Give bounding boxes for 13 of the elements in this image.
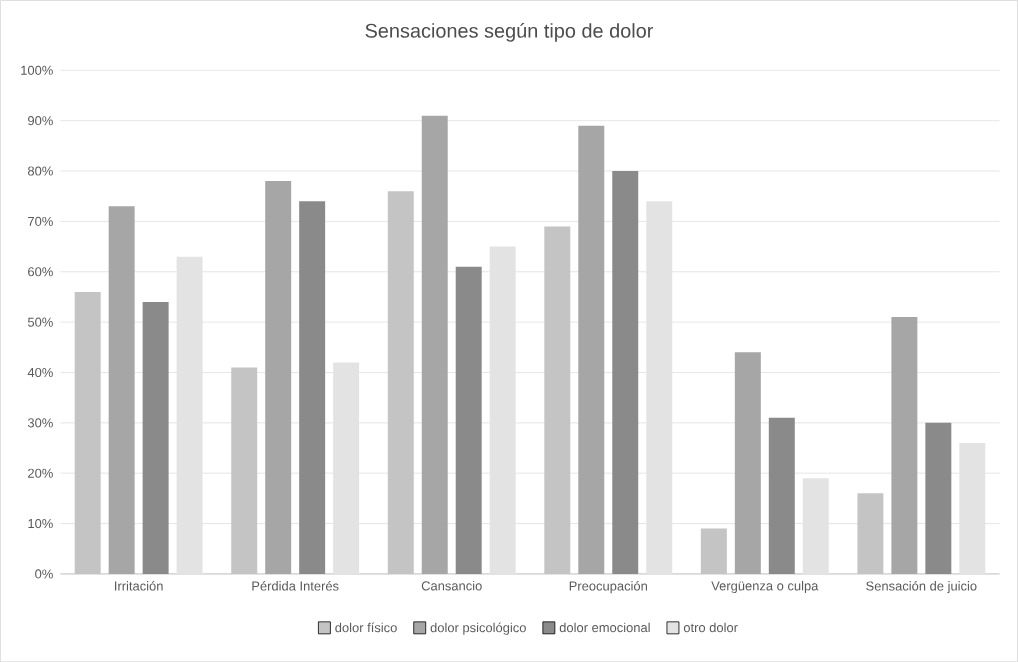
bar — [734, 352, 761, 574]
chart-title: Sensaciones según tipo de dolor — [365, 22, 654, 42]
bar — [925, 422, 952, 574]
bar — [612, 170, 639, 574]
bar — [455, 266, 482, 574]
bar — [142, 301, 169, 574]
bar — [891, 316, 918, 574]
bar — [108, 206, 135, 574]
bar — [265, 180, 292, 574]
bar — [299, 201, 326, 574]
bar — [578, 125, 605, 574]
bar — [421, 115, 448, 574]
bar — [768, 417, 795, 574]
